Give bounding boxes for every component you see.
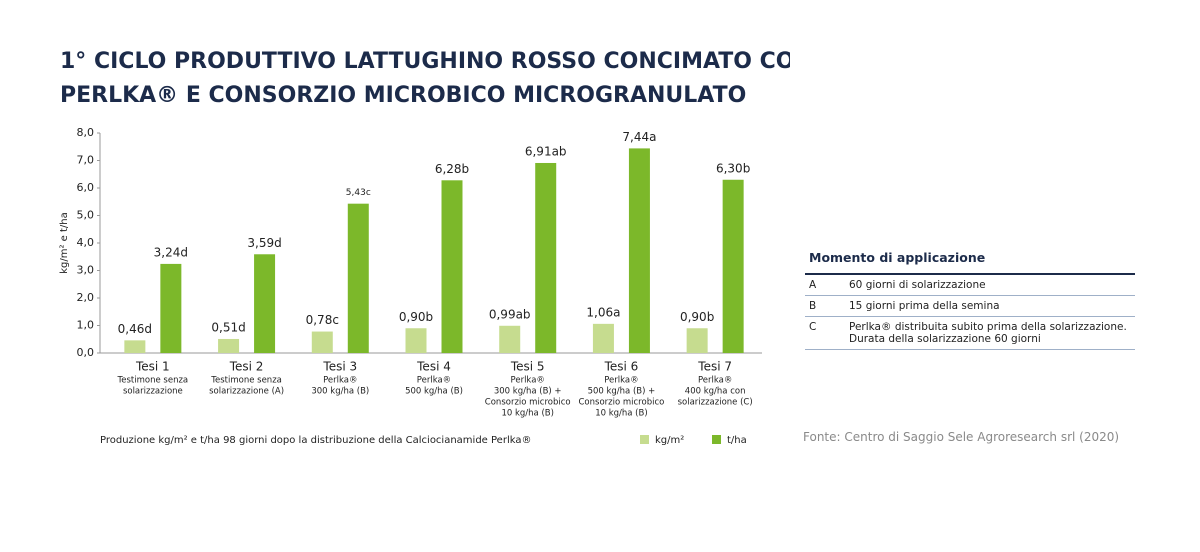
value-label: 0,99ab [489,307,531,321]
legend-table: Momento di applicazione A 60 giorni di so… [805,250,1135,350]
y-axis-label: kg/m² e t/ha [59,212,70,274]
table-cell-key: A [809,279,817,291]
bar [628,148,650,353]
y-tick-label: 6,0 [77,181,95,194]
chart-title: 1° CICLO PRODUTTIVO LATTUGHINO ROSSO CON… [60,49,790,74]
value-label: 0,46d [118,322,152,336]
y-tick-label: 0,0 [77,346,95,359]
value-label: 3,24d [154,245,188,259]
bar [218,338,240,353]
bar [722,179,744,353]
bar [405,328,427,353]
table-row: B 15 giorni prima della semina [805,296,1135,317]
x-tick-note: 300 kg/ha (B) + [494,387,562,397]
value-label: 5,43c [346,188,371,198]
bar [592,323,614,353]
y-tick-label: 2,0 [77,291,95,304]
x-tick-note: solarizzazione (A) [209,387,284,397]
x-tick-note: 500 kg/ha (B) [405,387,463,397]
table-cell-text: 15 giorni prima della semina [849,300,1000,312]
table-cell-key: C [809,321,817,333]
x-tick-note: 400 kg/ha con [685,387,746,397]
value-label: 0,78c [306,313,339,327]
bar [124,340,146,353]
y-tick-label: 7,0 [77,154,95,167]
value-label: 0,51d [211,320,245,334]
x-tick-note: Perlka® [417,376,451,386]
bar [311,331,333,353]
caption: Produzione kg/m² e t/ha 98 giorni dopo l… [100,435,531,446]
value-label: 7,44a [622,130,656,144]
x-tick-label: Tesi 6 [604,360,639,374]
bar [535,162,557,353]
value-label: 0,90b [680,310,714,324]
x-tick-note: 500 kg/ha (B) + [588,387,656,397]
bar [441,180,463,353]
x-tick-note: solarizzazione [123,387,183,397]
value-label: 1,06a [586,305,620,319]
x-tick-label: Tesi 1 [135,360,170,374]
y-tick-label: 3,0 [77,264,95,277]
legend-swatch [712,435,721,444]
x-tick-label: Tesi 2 [229,360,264,374]
x-tick-note: Perlka® [698,376,732,386]
legend-label: kg/m² [655,435,684,446]
bar [160,263,182,353]
x-tick-label: Tesi 7 [697,360,732,374]
chart: 1° CICLO PRODUTTIVO LATTUGHINO ROSSO CON… [59,49,790,446]
x-tick-note: Consorzio microbico [579,398,665,408]
value-label: 6,30b [716,161,750,175]
x-tick-note: Testimone senza [210,376,282,386]
x-tick-label: Tesi 4 [416,360,451,374]
table-row: A 60 giorni di solarizzazione [805,275,1135,296]
table-row: C Perlka® distribuita subito prima della … [805,317,1135,350]
x-tick-note: Perlka® [604,376,638,386]
source: Fonte: Centro di Saggio Sele Agroresearc… [803,430,1120,444]
value-label: 6,91ab [525,144,567,158]
value-label: 6,28b [435,162,469,176]
table-cell-key: B [809,300,817,312]
table-header: Momento di applicazione [805,250,1135,275]
chart-title: PERLKA® E CONSORZIO MICROBICO MICROGRANU… [60,83,746,108]
x-tick-label: Tesi 5 [510,360,545,374]
y-tick-label: 1,0 [77,319,95,332]
bar [254,254,276,353]
x-tick-note: solarizzazione (C) [678,398,753,408]
x-tick-note: Consorzio microbico [485,398,571,408]
bar [347,203,369,353]
table-cell-text: 60 giorni di solarizzazione [849,279,986,291]
bar [499,325,521,353]
x-tick-label: Tesi 3 [322,360,357,374]
y-tick-label: 8,0 [77,126,95,139]
y-tick-label: 5,0 [77,209,95,222]
x-tick-note: 300 kg/ha (B) [311,387,369,397]
table-cell-text: Perlka® distribuita subito prima della s… [849,321,1127,345]
value-label: 3,59d [247,236,281,250]
value-label: 0,90b [399,310,433,324]
x-tick-note: Perlka® [323,376,357,386]
y-tick-label: 4,0 [77,236,95,249]
x-tick-note: Testimone senza [117,376,189,386]
x-tick-note: 10 kg/ha (B) [595,409,647,419]
x-tick-note: 10 kg/ha (B) [501,409,553,419]
legend-label: t/ha [727,435,747,446]
bar [686,328,708,353]
x-tick-note: Perlka® [511,376,545,386]
legend-swatch [640,435,649,444]
